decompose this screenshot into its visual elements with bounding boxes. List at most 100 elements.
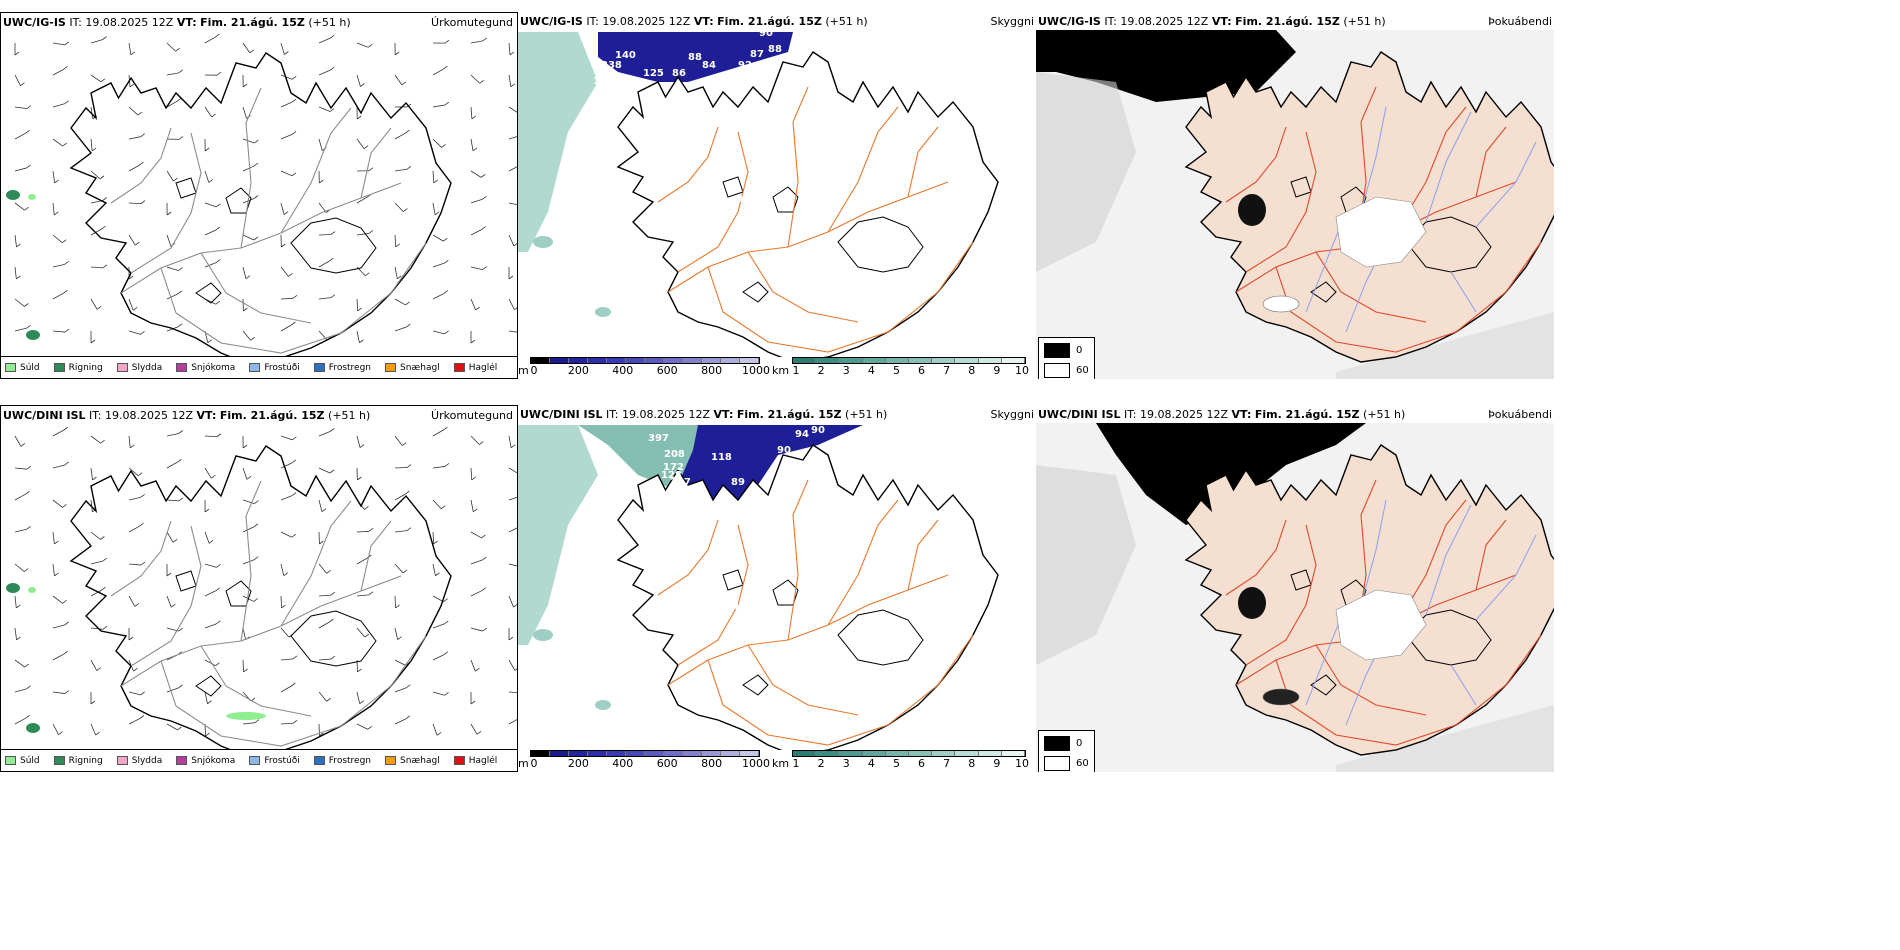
cloud-base-label: 110 [718,601,739,612]
wind-barb [128,202,142,205]
wind-barb [52,563,55,576]
precip-map[interactable] [1,406,518,751]
legend-swatch [176,363,188,372]
legend-swatch [313,756,325,765]
wind-barb [394,168,407,172]
legend-label: Frostúði [264,755,300,766]
wind-barb [508,527,517,533]
legend-swatch [116,756,128,765]
glacier-outline [1405,216,1492,273]
river-line [1425,111,1472,223]
wind-barb [52,330,65,333]
field-name: Úrkomutegund [431,16,513,29]
scale-tick-label: 400 [612,757,634,770]
wind-barb [204,229,217,236]
legend-label: 60 [1076,365,1089,376]
wind-barb [14,202,25,211]
legend-label: Snæhagl [400,755,440,766]
cloud-base-label: 90 [811,425,825,436]
scale-swatch [885,751,910,756]
wind-barb [52,464,65,469]
legend-swatch [176,756,188,765]
wind-barb [90,170,101,180]
road-line [1275,241,1542,353]
wind-barb [508,202,517,206]
legend-swatch [5,756,16,765]
precip-map[interactable] [1,13,518,358]
scale-swatch [1001,358,1026,363]
legend-swatch [5,363,16,372]
wind-barb [356,435,361,448]
road-line [1225,519,1287,596]
cloud-base-label: 397 [648,433,669,444]
scale-swatch [932,358,956,363]
wind-barb [90,723,97,736]
wind-barb [166,100,178,108]
river-line [1425,504,1472,616]
drizzle-area [28,587,36,593]
legend-label: 60 [1076,758,1089,769]
wind-barb [14,563,25,572]
scale-swatch [862,751,886,756]
scale-tick-label: 4 [867,757,875,770]
wind-barb [432,68,444,76]
wind-barb [280,722,294,725]
wind-barb [52,723,59,735]
fog-map[interactable] [1036,12,1554,379]
road-line [240,480,262,642]
legend-label: Rigning [68,755,103,766]
wind-barb [470,590,482,597]
scale-swatch [909,751,933,756]
road-line [747,251,859,323]
scale-tick-label: 3 [842,364,850,377]
wind-barb [52,263,65,268]
wind-barb [242,106,247,119]
wind-barb [356,594,369,597]
legend-label: Slydda [131,755,163,766]
wind-barb [356,74,361,87]
cloud-base-panel-bottom: UWC/DINI ISL IT: 19.08.2025 12Z VT: Fim.… [518,405,1036,772]
wind-barb [432,563,436,576]
scale-tick-label: 800 [701,757,723,770]
glacier-outline [195,675,222,697]
scale-tick-label: 400 [612,364,634,377]
wind-barb [14,266,17,279]
fog-patch [1262,688,1300,706]
wind-barb [280,495,293,501]
glacier-outline [742,281,769,303]
scale-tick-label: 6 [918,757,926,770]
wind-barb [52,653,64,661]
wind-barb [470,723,478,735]
scale-tick-label: 3 [842,757,850,770]
river-line [1475,534,1537,621]
wind-barb [14,717,26,725]
wind-barb [508,467,517,474]
wind-barb [14,528,27,533]
wind-barbs [14,426,517,737]
legend-label: Haglél [468,755,498,766]
cloud-base-scale: m 0 200 400 600 800 1000 [518,750,770,770]
legend-label: 0 [1076,345,1083,356]
panel-title: UWC/IG-IS IT: 19.08.2025 12Z VT: Fim. 21… [3,16,351,29]
scale-swatch [793,358,817,363]
wind-barb [242,42,251,54]
wind-barb [280,462,293,469]
wind-barb [90,39,103,44]
glacier-outline [175,570,197,592]
fog-map[interactable] [1036,405,1554,772]
scale-unit: km [772,364,790,377]
wind-barb [166,499,179,502]
road-line [200,252,312,324]
glacier-outline [290,610,377,667]
scale-swatch [702,751,721,756]
wind-barb [14,467,27,470]
cloud-base-label: 62 [744,707,758,718]
panel-title: UWC/DINI ISL IT: 19.08.2025 12Z VT: Fim.… [1038,408,1406,421]
precip-type-legend: Súld Rigning Slydda Snjókoma Frostúði Frostre… [1,749,517,771]
precip-legend-item: Súld [5,363,40,373]
wind-barb [470,138,474,151]
glacier-outline [225,580,252,607]
wind-barb [394,595,396,609]
